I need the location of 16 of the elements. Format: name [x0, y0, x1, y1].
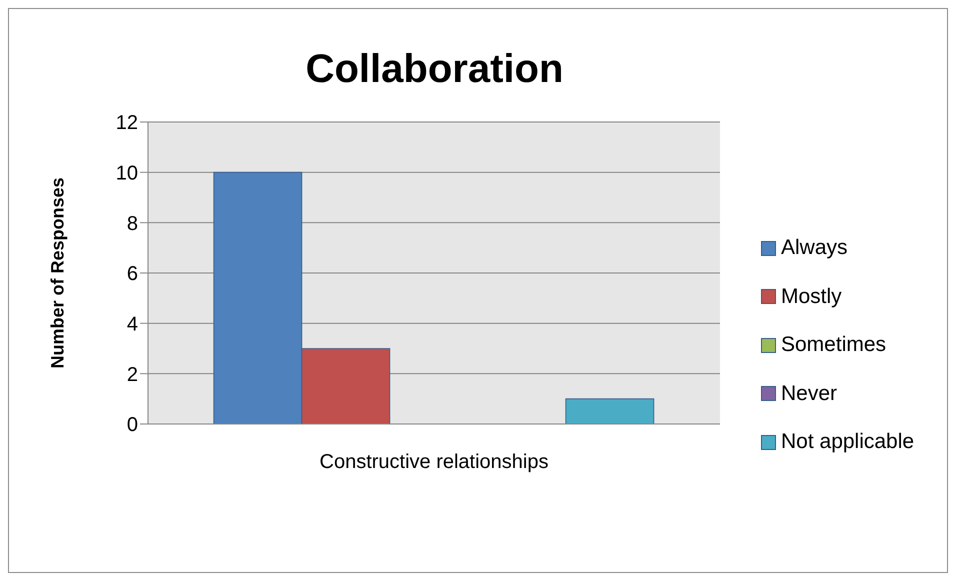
legend-label: Mostly — [781, 284, 842, 309]
y-tick-label: 6 — [126, 263, 138, 286]
y-tick-label: 12 — [116, 112, 138, 134]
y-axis-title: Number of Responses — [47, 177, 68, 369]
bar — [565, 398, 654, 424]
y-tick-label: 8 — [126, 212, 138, 235]
y-tick-label: 2 — [126, 364, 138, 386]
legend-label: Not applicable — [781, 430, 914, 454]
chart-title: Collaboration — [304, 47, 564, 92]
legend-label: Never — [781, 382, 838, 406]
y-tick-label: 10 — [116, 162, 138, 184]
y-tick-label: 0 — [126, 414, 138, 436]
legend-label: Always — [781, 236, 848, 260]
y-tick-label: 4 — [126, 313, 138, 336]
legend-label: Sometimes — [781, 333, 886, 358]
x-tick-label: Constructive relationships — [320, 451, 548, 474]
